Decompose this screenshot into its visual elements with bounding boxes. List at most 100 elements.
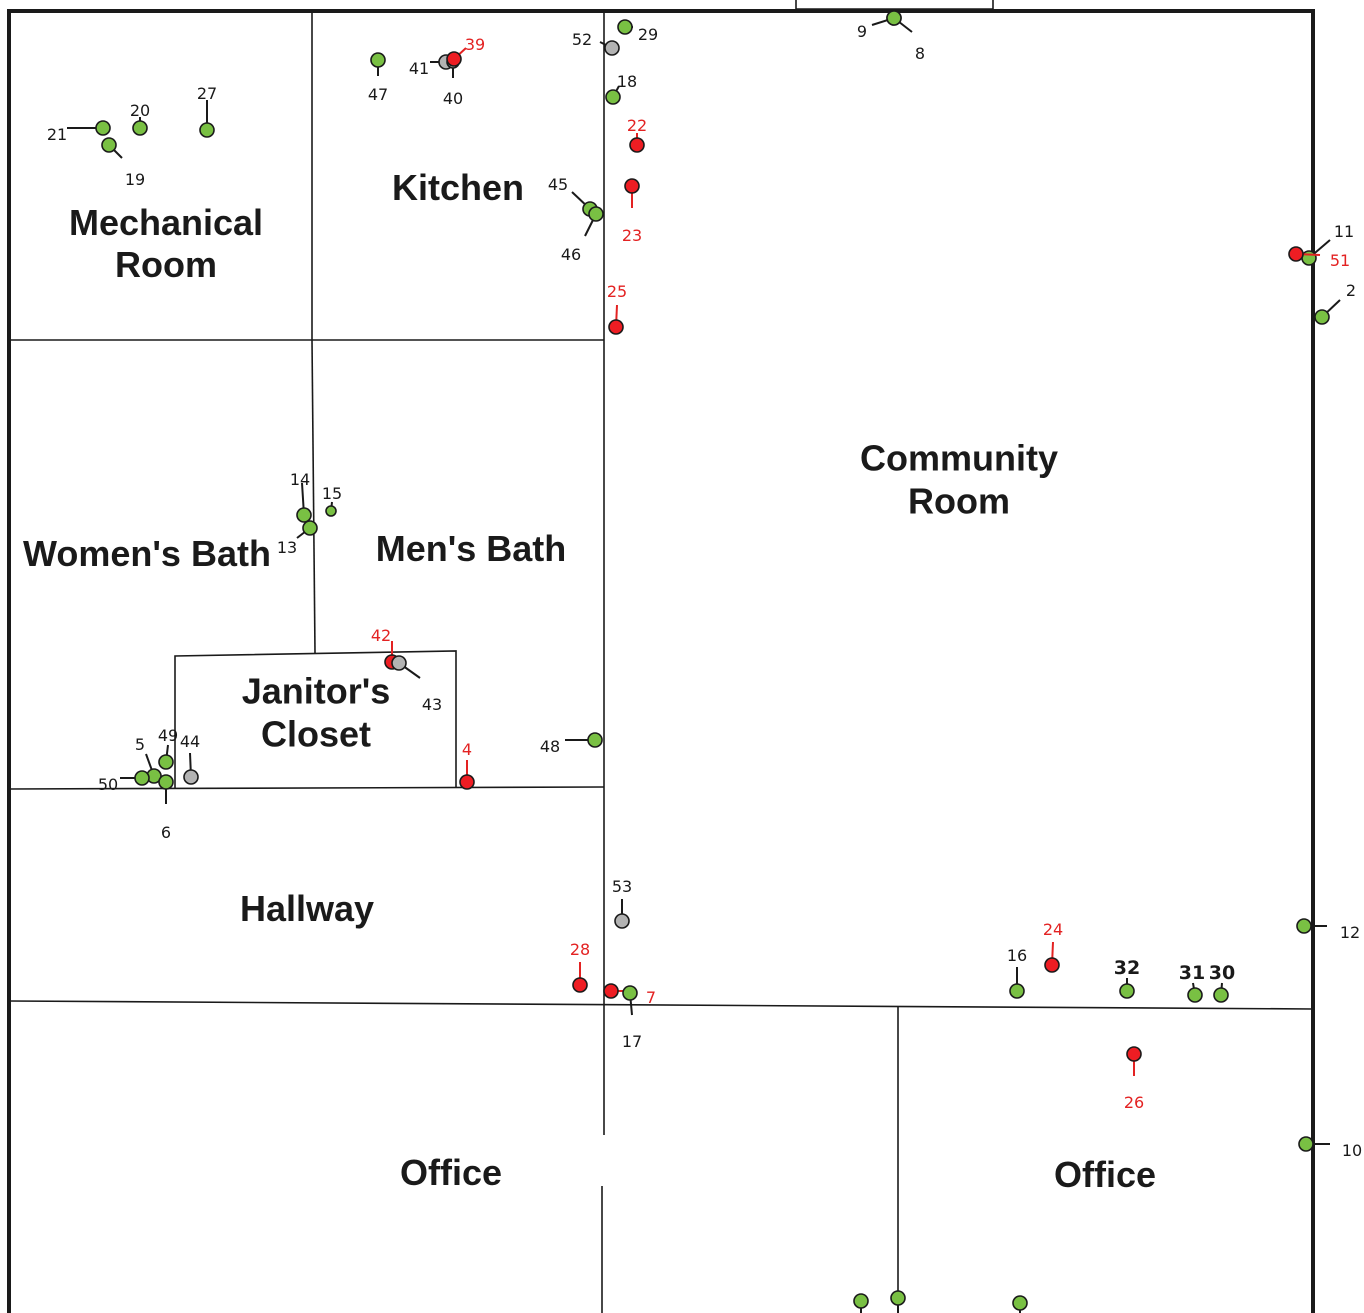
measurement-point[interactable]: 32 bbox=[1114, 957, 1140, 999]
point-marker-green[interactable] bbox=[1213, 987, 1229, 1003]
walls bbox=[7, 0, 1315, 1313]
point-label: 18 bbox=[617, 72, 637, 91]
measurement-point[interactable]: 29 bbox=[617, 19, 658, 44]
point-marker-red[interactable] bbox=[1288, 246, 1304, 262]
room-label-line: Community bbox=[860, 438, 1058, 479]
point-label: 32 bbox=[1114, 957, 1140, 979]
measurement-point[interactable]: 13 bbox=[277, 520, 318, 557]
room-label-line: Janitor's bbox=[242, 671, 391, 712]
point-marker-gray[interactable] bbox=[391, 655, 407, 671]
measurement-point[interactable]: 8 bbox=[886, 10, 925, 63]
point-marker-gray[interactable] bbox=[604, 40, 620, 56]
measurement-point[interactable]: 46 bbox=[561, 206, 604, 264]
point-marker-green[interactable] bbox=[588, 206, 604, 222]
measurement-point[interactable]: 5 bbox=[135, 735, 162, 784]
room-label-line: Hallway bbox=[240, 888, 374, 929]
point-marker-red[interactable] bbox=[603, 983, 619, 999]
point-marker-green[interactable] bbox=[1009, 983, 1025, 999]
measurement-point[interactable]: 53 bbox=[612, 877, 632, 929]
top-opening bbox=[795, 0, 994, 10]
measurement-point[interactable]: 18 bbox=[605, 72, 637, 105]
point-marker-green[interactable] bbox=[890, 1290, 906, 1306]
measurement-point[interactable]: 26 bbox=[1124, 1046, 1144, 1112]
measurement-point[interactable]: 28 bbox=[570, 940, 590, 993]
point-marker-green[interactable] bbox=[622, 985, 638, 1001]
point-marker-green[interactable] bbox=[158, 754, 174, 770]
measurement-point[interactable]: 44 bbox=[180, 732, 200, 785]
point-marker-green[interactable] bbox=[1314, 309, 1330, 325]
point-marker-green[interactable] bbox=[1119, 983, 1135, 999]
measurement-point[interactable]: 51 bbox=[1288, 246, 1350, 270]
measurement-point[interactable]: 50 bbox=[98, 770, 150, 794]
point-marker-green[interactable] bbox=[1296, 918, 1312, 934]
measurement-point[interactable]: 2 bbox=[1314, 281, 1356, 325]
point-label: 47 bbox=[368, 85, 388, 104]
room-label-mens-bath: Men's Bath bbox=[376, 528, 567, 569]
point-label: 14 bbox=[290, 470, 310, 489]
measurement-point[interactable]: 43 bbox=[391, 655, 442, 714]
measurement-point[interactable]: 15 bbox=[322, 484, 342, 517]
measurement-point[interactable]: 39 bbox=[446, 35, 485, 67]
point-marker-green[interactable] bbox=[302, 520, 318, 536]
point-marker-red[interactable] bbox=[624, 178, 640, 194]
point-marker-green[interactable] bbox=[134, 770, 150, 786]
point-marker-gray[interactable] bbox=[614, 913, 630, 929]
measurement-point[interactable]: 21 bbox=[47, 120, 111, 144]
measurement-point[interactable]: 47 bbox=[368, 52, 388, 104]
measurement-point[interactable]: 24 bbox=[1043, 920, 1063, 973]
point-marker-green[interactable] bbox=[617, 19, 633, 35]
point-marker-red[interactable] bbox=[572, 977, 588, 993]
point-marker-red[interactable] bbox=[459, 774, 475, 790]
measurement-point[interactable]: 23 bbox=[622, 178, 642, 245]
measurement-point[interactable]: 52 bbox=[572, 30, 620, 56]
measurement-point[interactable]: 48 bbox=[540, 732, 603, 756]
point-marker-green[interactable] bbox=[325, 505, 337, 517]
point-marker-green[interactable] bbox=[199, 122, 215, 138]
point-marker-green[interactable] bbox=[132, 120, 148, 136]
measurement-point[interactable] bbox=[890, 1290, 906, 1313]
point-marker-red[interactable] bbox=[1126, 1046, 1142, 1062]
measurement-point[interactable]: 25 bbox=[607, 282, 627, 335]
measurement-point[interactable]: 6 bbox=[158, 774, 174, 842]
point-marker-red[interactable] bbox=[608, 319, 624, 335]
measurement-point[interactable]: 12 bbox=[1296, 918, 1360, 942]
point-marker-green[interactable] bbox=[853, 1293, 869, 1309]
point-marker-gray[interactable] bbox=[183, 769, 199, 785]
point-marker-green[interactable] bbox=[1012, 1295, 1028, 1311]
measurement-point[interactable] bbox=[1012, 1295, 1028, 1313]
measurement-point[interactable]: 30 bbox=[1209, 962, 1235, 1003]
point-marker-green[interactable] bbox=[296, 507, 312, 523]
point-marker-green[interactable] bbox=[158, 774, 174, 790]
point-marker-red[interactable] bbox=[446, 51, 462, 67]
point-marker-green[interactable] bbox=[587, 732, 603, 748]
measurement-point[interactable]: 16 bbox=[1007, 946, 1027, 999]
point-marker-green[interactable] bbox=[886, 10, 902, 26]
measurement-point[interactable]: 27 bbox=[197, 84, 217, 138]
point-label: 16 bbox=[1007, 946, 1027, 965]
point-marker-green[interactable] bbox=[605, 89, 621, 105]
measurement-point[interactable]: 20 bbox=[130, 101, 150, 136]
measurement-point[interactable]: 10 bbox=[1298, 1136, 1362, 1160]
wall-offices-top bbox=[8, 1000, 1314, 1010]
point-marker-green[interactable] bbox=[101, 137, 117, 153]
point-marker-green[interactable] bbox=[1301, 250, 1317, 266]
measurement-point[interactable]: 14 bbox=[290, 470, 312, 523]
point-marker-green[interactable] bbox=[1187, 987, 1203, 1003]
measurement-point[interactable]: 4 bbox=[459, 740, 475, 790]
measurement-point[interactable]: 19 bbox=[101, 137, 145, 189]
point-marker-green[interactable] bbox=[1298, 1136, 1314, 1152]
point-label: 21 bbox=[47, 125, 67, 144]
point-marker-red[interactable] bbox=[1044, 957, 1060, 973]
measurement-point[interactable]: 22 bbox=[627, 116, 647, 153]
wall-baths-divider bbox=[311, 339, 316, 654]
point-marker-red[interactable] bbox=[629, 137, 645, 153]
point-marker-green[interactable] bbox=[370, 52, 386, 68]
measurement-point[interactable]: 49 bbox=[158, 726, 178, 770]
point-marker-green[interactable] bbox=[95, 120, 111, 136]
point-label: 26 bbox=[1124, 1093, 1144, 1112]
point-label: 27 bbox=[197, 84, 217, 103]
measurement-point[interactable] bbox=[853, 1293, 869, 1313]
measurement-point[interactable]: 31 bbox=[1179, 962, 1205, 1003]
measurement-point[interactable]: 17 bbox=[622, 985, 642, 1051]
